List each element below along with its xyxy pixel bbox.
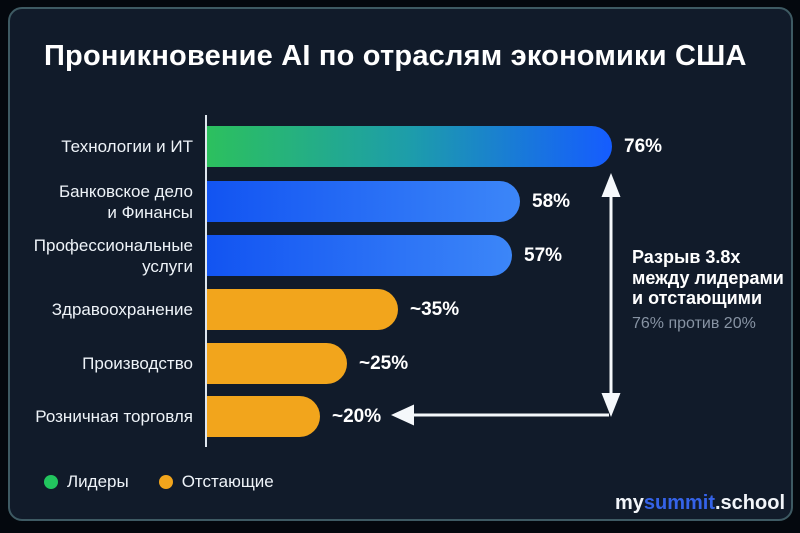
y-axis-line [205,115,207,447]
legend: Лидеры Отстающие [44,471,274,493]
bar-row: ~25% [207,343,408,384]
legend-dot-laggards-icon [158,475,173,489]
bar-retail [207,396,320,437]
gap-annotation: Разрыв 3.8x между лидерами и отстающими … [632,247,787,333]
category-label-banking-finance: Банковское дело и Финансы [58,181,193,222]
legend-dot-leaders-icon [44,475,58,489]
bar-healthcare [207,289,398,330]
category-label-professional-services: Профессиональные услуги [33,235,193,276]
category-label-healthcare: Здравоохранение [51,300,193,319]
bar-professional-services [207,235,512,276]
bar-manufacturing [207,343,347,384]
bar-row: 58% [207,181,570,222]
brand-logo-summit: summit [643,492,715,514]
bar-value-label: ~35% [410,298,460,320]
bar-row: 76% [207,126,662,167]
legend-label-leaders: Лидеры [67,472,129,491]
brand-logo: mysummit.school [615,492,785,515]
category-label-manufacturing: Производство [82,354,193,373]
bar-row: ~35% [207,289,459,330]
chart-title: Проникновение AI по отраслям экономики С… [44,40,747,72]
category-label-tech-it: Технологии и ИТ [61,137,193,156]
bar-value-label: ~20% [332,405,382,427]
category-label-retail: Розничная торговля [35,407,193,426]
legend-label-laggards: Отстающие [181,472,274,491]
bar-value-label: 76% [624,135,663,157]
bar-value-label: ~25% [359,352,409,374]
bar-value-label: 57% [524,244,563,266]
bar-tech-it [207,126,612,167]
bar-banking-finance [207,181,520,222]
gap-annotation-subtext: 76% против 20% [632,314,756,332]
legend-item-leaders: Лидеры [44,472,129,492]
brand-logo-my: my [614,492,644,514]
bar-value-label: 58% [532,190,571,212]
bar-row: ~20% [207,396,381,437]
legend-item-laggards: Отстающие [158,472,274,492]
bar-row: 57% [207,235,562,276]
gap-annotation-headline: Разрыв 3.8x между лидерами и отстающими [632,247,784,308]
brand-logo-school: .school [714,492,785,514]
